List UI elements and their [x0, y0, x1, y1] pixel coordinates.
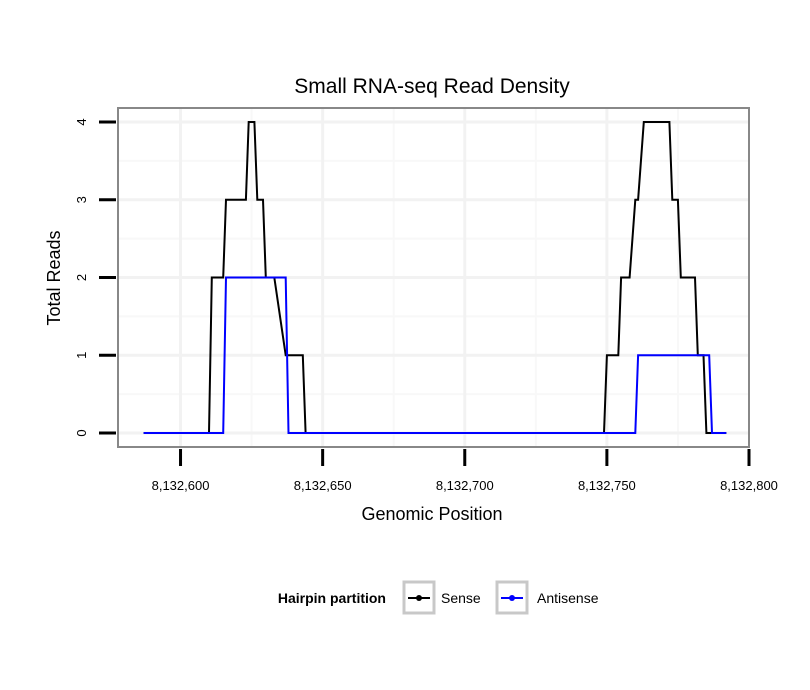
legend-key-sense-dot — [416, 595, 422, 601]
series-line-antisense — [143, 276, 727, 434]
y-tick-label: 3 — [74, 196, 89, 203]
legend-title: Hairpin partition — [278, 590, 386, 606]
y-tick-label: 2 — [74, 274, 89, 281]
legend-label-antisense: Antisense — [537, 590, 599, 606]
legend: Hairpin partition Sense Antisense — [278, 580, 599, 615]
x-axis: 8,132,600 8,132,650 8,132,700 8,132,750 8,13… — [152, 449, 778, 493]
y-axis: 0 1 2 3 4 — [74, 118, 116, 437]
x-axis-title: Genomic Position — [361, 504, 502, 524]
chart-title: Small RNA-seq Read Density — [294, 75, 570, 98]
series-layer — [143, 121, 727, 434]
y-tick-label: 4 — [74, 118, 89, 125]
plot-panel — [117, 107, 750, 448]
x-tick-label: 8,132,800 — [720, 478, 778, 493]
y-tick-label: 0 — [74, 429, 89, 436]
x-tick-label: 8,132,600 — [152, 478, 210, 493]
legend-key-antisense-dot — [509, 595, 515, 601]
y-axis-title: Total Reads — [44, 230, 64, 325]
legend-label-sense: Sense — [441, 590, 481, 606]
x-tick-label: 8,132,650 — [294, 478, 352, 493]
x-tick-label: 8,132,700 — [436, 478, 494, 493]
y-tick-label: 1 — [74, 352, 89, 359]
x-tick-label: 8,132,750 — [578, 478, 636, 493]
